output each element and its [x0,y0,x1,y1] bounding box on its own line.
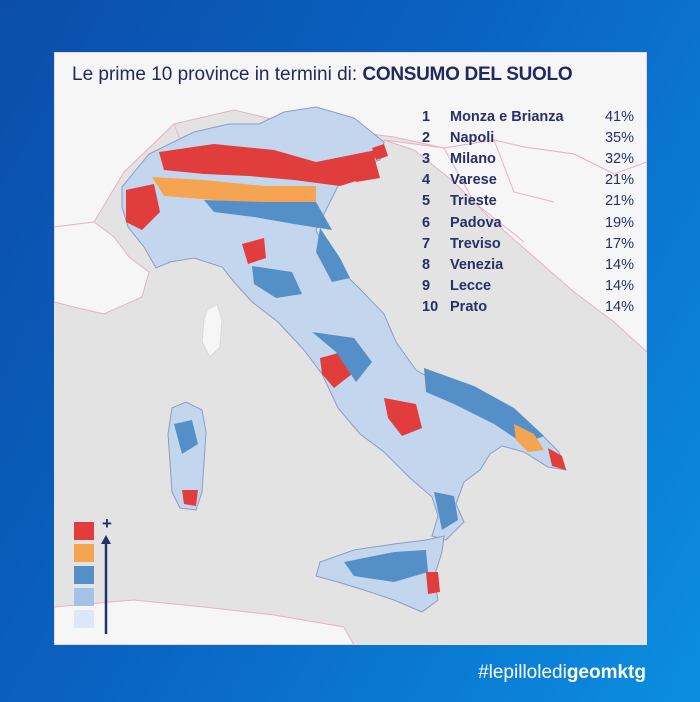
puglia-mid [424,368,544,444]
hashtag-emphasis: geomktg [566,662,646,683]
choropleth-map [54,52,647,645]
legend-swatch-class-4 [74,588,94,606]
legend-plus-symbol: + [102,514,112,533]
ranking-row: 8 Venezia 14% [422,254,634,275]
land-africa [54,599,355,645]
consumption-value: 14% [604,278,634,295]
province-name: Milano [450,150,496,167]
province-name: Lecce [450,278,492,295]
legend-up-arrow-icon [101,535,111,634]
ranking-row: 5 Trieste 21% [422,191,634,212]
marche-mid [316,228,350,282]
catania-red [426,572,440,594]
ranking-row: 2 Napoli 35% [422,127,634,148]
rank-number: 7 [422,235,431,252]
province-name: Treviso [450,235,501,252]
legend-swatch-class-3 [74,566,94,584]
lazio-mid [312,332,372,382]
brand-hashtag: #lepilloledigeomktg [478,662,646,684]
naples-red [384,398,422,436]
land-balkans [383,139,647,353]
land-france [54,221,150,315]
ranking-row: 4 Varese 21% [422,170,634,191]
province-ranking: 1 Monza e Brianza 41% 2 Napoli 35% 3 Milano 32… [422,106,634,318]
rank-number: 4 [422,172,431,189]
ranking-row: 10 Prato 14% [422,297,634,318]
hashtag-prefix: #lepilloledi [478,662,567,683]
consumption-value: 35% [604,129,634,146]
legend-swatch-class-1 [74,522,94,540]
ranking-row: 6 Padova 19% [422,212,634,233]
consumption-value: 14% [604,299,634,316]
rank-number: 2 [422,129,431,146]
map-card: Le prime 10 province in termini di: CONS… [54,52,647,645]
rank-number: 8 [422,256,431,273]
province-name: Venezia [450,256,504,273]
sicily-mid [344,550,428,582]
map-title: Le prime 10 province in termini di: CONS… [72,64,573,86]
consumption-value: 17% [604,235,634,252]
legend-swatch-class-2 [74,544,94,562]
title-emphasis: CONSUMO DEL SUOLO [362,64,573,85]
province-name: Napoli [450,129,495,146]
ranking-row: 9 Lecce 14% [422,276,634,297]
province-name: Prato [450,299,488,316]
rank-number: 6 [422,214,431,231]
title-prefix: Le prime 10 province in termini di: [72,64,363,85]
consumption-value: 21% [604,172,634,189]
map-legend: + [74,514,112,634]
ranking-row: 1 Monza e Brianza 41% [422,106,634,127]
piedmont-high [126,184,160,230]
legend-swatch-class-5 [74,610,94,628]
consumption-value: 14% [604,256,634,273]
ranking-row: 7 Treviso 17% [422,233,634,254]
rank-number: 1 [422,108,431,125]
rank-number: 5 [422,193,431,210]
rank-number: 10 [422,299,439,316]
ranking-row: 3 Milano 32% [422,148,634,169]
po-valley-mid [152,177,316,204]
sardinia-mid [174,420,198,454]
veneto-red [344,156,380,182]
rank-number: 9 [422,278,431,295]
province-name: Padova [450,214,502,231]
land-corsica [201,303,223,358]
consumption-value: 32% [604,150,634,167]
tuscany-red [242,238,266,264]
consumption-value: 19% [604,214,634,231]
tuscany-mid [252,266,302,298]
trieste-red [372,144,388,160]
province-name: Varese [450,172,497,189]
consumption-value: 21% [604,193,634,210]
cagliari-red [182,490,198,506]
rank-number: 3 [422,150,431,167]
province-name: Trieste [450,193,497,210]
calabria-mid [434,492,458,530]
consumption-value: 41% [604,108,634,125]
province-name: Monza e Brianza [450,108,564,125]
puglia-orange [514,424,544,452]
emilia-mid [204,200,332,230]
salento-red [548,448,566,470]
po-valley-high [159,144,376,186]
